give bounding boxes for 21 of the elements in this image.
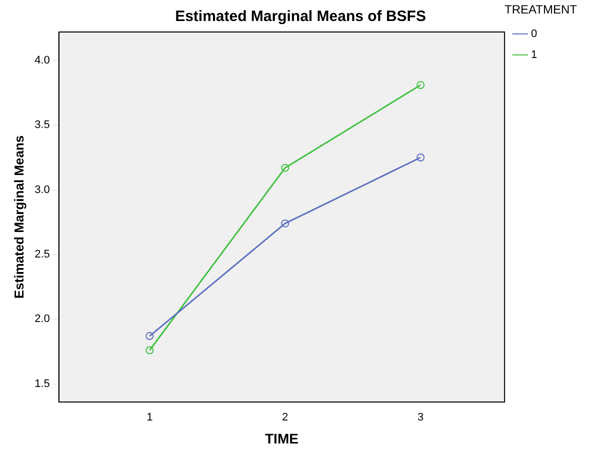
y-tick-label: 2.0 bbox=[34, 313, 50, 326]
legend-label: 0 bbox=[531, 28, 538, 40]
x-axis-title: TIME bbox=[265, 430, 298, 446]
x-tick-label: 3 bbox=[418, 412, 424, 424]
point bbox=[416, 153, 425, 162]
y-axis-title: Estimated Marginal Means bbox=[11, 135, 26, 299]
point bbox=[281, 219, 290, 228]
y-tick-label: 3.5 bbox=[34, 119, 50, 132]
y-tick-label: 4.0 bbox=[34, 54, 50, 66]
chart-title: Estimated Marginal Means of BSFS bbox=[175, 8, 426, 26]
point bbox=[281, 164, 290, 172]
x-tick-label: 2 bbox=[282, 412, 288, 424]
point bbox=[416, 81, 425, 90]
y-tick-label: 2.5 bbox=[34, 248, 50, 261]
y-tick-label: 1.5 bbox=[34, 378, 50, 390]
legend-title: TREATMENT bbox=[504, 2, 578, 16]
y-tick-label: 3.0 bbox=[34, 184, 50, 196]
point bbox=[146, 346, 154, 354]
x-tick-label: 1 bbox=[146, 412, 153, 424]
point bbox=[146, 332, 154, 340]
legend-label: 1 bbox=[531, 48, 538, 61]
